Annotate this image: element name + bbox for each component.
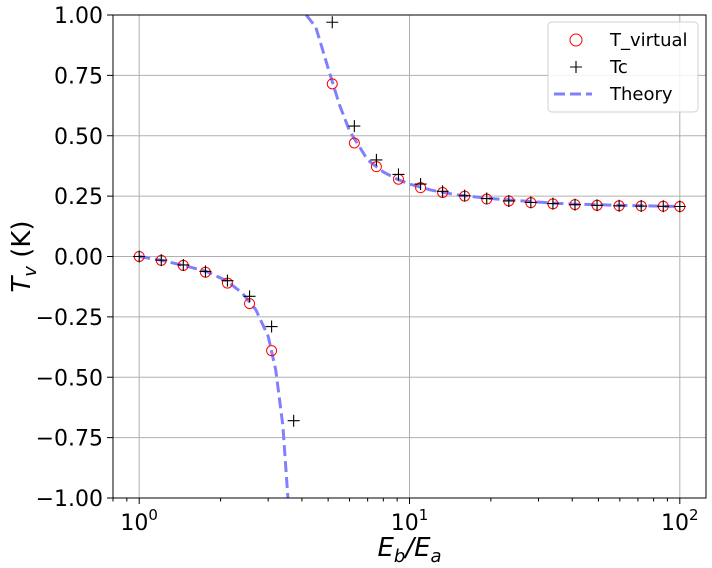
y-axis-label-sub: v — [20, 266, 41, 277]
tc-point — [458, 189, 471, 202]
x-axis-label: Eb/Ea — [377, 533, 441, 567]
tc-point — [265, 320, 278, 333]
legend-label: T_virtual — [609, 30, 688, 51]
y-tick-label: 0.75 — [54, 64, 103, 89]
y-tick-label: −0.75 — [36, 427, 103, 452]
tc-point — [635, 200, 648, 213]
x-axis-label-mid: /E — [403, 533, 431, 563]
tc-point — [502, 194, 515, 207]
tvirtual-point — [326, 78, 338, 90]
x-axis-label-sub2: a — [431, 546, 442, 567]
legend-tvirtual-marker — [569, 33, 583, 47]
tc-point — [370, 153, 383, 166]
tc-point — [133, 250, 146, 263]
tc-point — [414, 178, 427, 191]
tvirtual-point — [348, 137, 360, 149]
tc-point — [243, 290, 256, 303]
x-tick-label: 102 — [661, 506, 699, 536]
y-axis-label: Tv (K) — [7, 220, 41, 292]
tc-point — [591, 199, 604, 212]
y-tick-label: −0.25 — [36, 306, 103, 331]
legend-label: Theory — [609, 84, 673, 105]
marker-layer — [133, 16, 686, 427]
legend-box — [547, 21, 699, 113]
theory-line — [305, 14, 680, 209]
tc-point — [221, 274, 234, 287]
tc-point — [199, 265, 212, 278]
tc-point — [436, 185, 449, 198]
y-tick-label: −0.50 — [36, 366, 103, 391]
x-axis-label-main: E — [377, 533, 394, 563]
legend: T_virtual Tc Theory — [547, 21, 699, 113]
tc-point — [524, 196, 537, 209]
tc-point — [326, 16, 339, 29]
y-tick-label: 0.25 — [54, 185, 103, 210]
tick-layer: 100 101 102 −1.00 −0.75 −0.50 −0.25 0.00 0.25 0.5… — [36, 4, 699, 536]
x-tick-label: 101 — [391, 506, 429, 536]
tc-point — [392, 168, 405, 181]
tc-point — [287, 414, 300, 427]
tc-point — [568, 198, 581, 211]
legend-label: Tc — [609, 57, 628, 78]
tc-point — [673, 200, 686, 213]
y-axis-label-unit: (K) — [7, 220, 37, 266]
tc-point — [613, 199, 626, 212]
y-tick-label: 1.00 — [54, 4, 103, 29]
y-tick-label: 0.00 — [54, 246, 103, 271]
tvirtual-point — [266, 345, 278, 357]
tc-point — [480, 192, 493, 205]
y-tick-label: 0.50 — [54, 125, 103, 150]
y-tick-label: −1.00 — [36, 487, 103, 512]
legend-tc-marker — [570, 61, 582, 73]
x-tick-label: 100 — [120, 506, 158, 536]
tc-point — [546, 197, 559, 210]
tc-point — [177, 258, 190, 271]
tc-point — [155, 254, 168, 267]
y-axis-label-main: T — [7, 275, 37, 293]
tc-point — [657, 200, 670, 213]
tc-point — [348, 120, 361, 133]
x-axis-label-sub1: b — [394, 546, 405, 567]
